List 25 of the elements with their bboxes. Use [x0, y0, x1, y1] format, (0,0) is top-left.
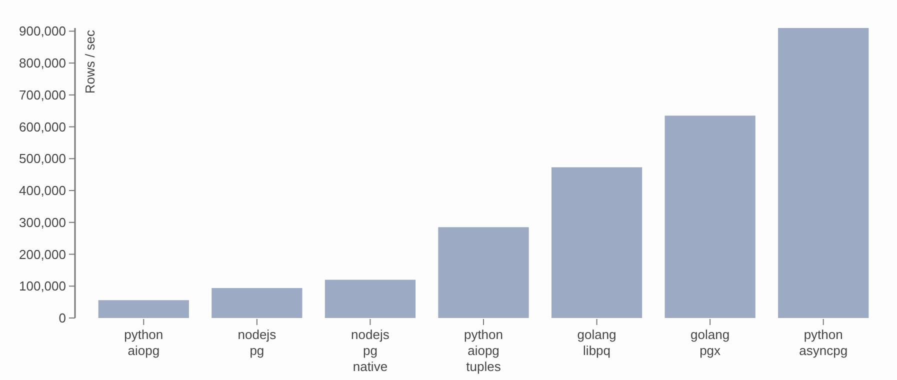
x-tick-label: python asyncpg — [799, 327, 848, 358]
y-tick-label: 900,000 — [19, 24, 66, 39]
bar — [438, 227, 529, 318]
bar — [212, 288, 302, 318]
y-tick-label: 500,000 — [19, 151, 66, 166]
x-tick-label: golang libpq — [577, 327, 616, 358]
bar — [664, 116, 756, 318]
y-tick-label: 700,000 — [19, 87, 66, 102]
x-tick-label: python aiopg tuples — [464, 327, 504, 374]
bar — [98, 300, 189, 318]
y-tick-label: 800,000 — [19, 56, 66, 71]
x-tick-label: nodejs pg — [238, 327, 277, 358]
y-tick-label: 0 — [58, 310, 66, 326]
y-tick-label: 300,000 — [19, 214, 66, 230]
x-tick-label: nodejs pg native — [351, 327, 390, 374]
y-axis-title: Rows / sec — [82, 30, 98, 94]
bar — [778, 28, 869, 318]
bar — [551, 167, 642, 318]
y-tick-label: 400,000 — [19, 183, 66, 198]
y-tick-label: 200,000 — [19, 246, 66, 262]
bar — [324, 280, 416, 318]
y-tick-label: 600,000 — [19, 119, 66, 134]
y-tick-label: 100,000 — [19, 278, 66, 294]
x-tick-label: python aiopg — [124, 327, 164, 358]
x-tick-label: golang pgx — [690, 327, 730, 358]
